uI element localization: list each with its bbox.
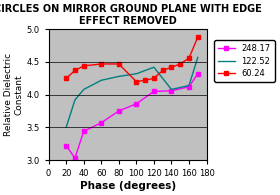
248.17 [117,110,120,112]
248.17 [135,103,138,105]
60.24 [170,66,173,68]
60.24 [117,63,120,65]
248.17 [196,73,199,75]
60.24 [187,57,191,59]
60.24 [179,63,182,65]
60.24 [82,65,85,67]
122.52 [82,88,85,91]
248.17 [187,86,191,88]
60.24 [196,36,199,38]
60.24 [152,77,156,80]
248.17 [152,90,156,93]
122.52 [170,88,173,91]
122.52 [100,79,103,82]
X-axis label: Phase (degrees): Phase (degrees) [80,181,176,191]
60.24 [100,63,103,65]
248.17 [100,122,103,124]
60.24 [73,69,77,72]
122.52 [73,99,77,101]
Line: 60.24: 60.24 [64,35,200,84]
122.52 [196,56,199,58]
122.52 [187,84,191,87]
248.17 [82,130,85,132]
Title: CIRCLES ON MIRROR GROUND PLANE WITH EDGE
EFFECT REMOVED: CIRCLES ON MIRROR GROUND PLANE WITH EDGE… [0,4,262,26]
60.24 [161,69,164,72]
122.52 [64,126,68,129]
60.24 [64,77,68,80]
248.17 [64,144,68,147]
Line: 122.52: 122.52 [66,57,198,127]
60.24 [135,80,138,83]
60.24 [143,79,147,82]
122.52 [135,73,138,75]
122.52 [152,66,156,68]
248.17 [170,90,173,92]
Y-axis label: Relative Dielectric
Constant: Relative Dielectric Constant [4,53,24,136]
Line: 248.17: 248.17 [64,71,200,160]
Legend: 248.17, 122.52, 60.24: 248.17, 122.52, 60.24 [214,40,275,82]
248.17 [73,157,77,159]
122.52 [117,75,120,78]
